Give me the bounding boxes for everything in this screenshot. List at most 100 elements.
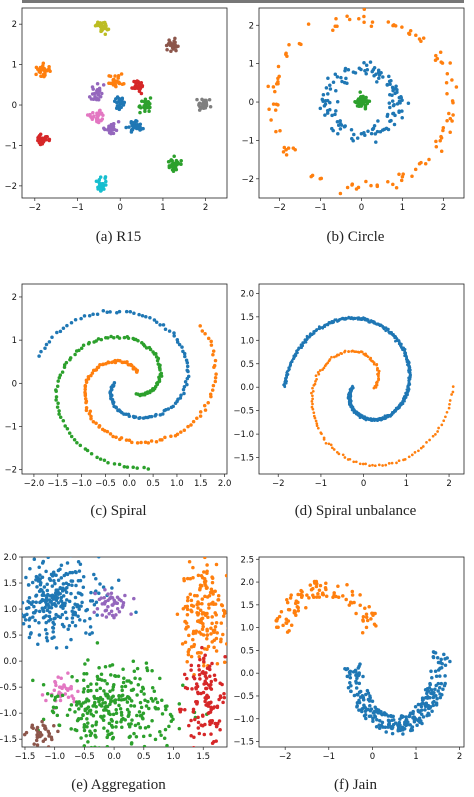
data-point bbox=[90, 631, 94, 635]
data-point bbox=[115, 601, 120, 606]
data-point bbox=[356, 350, 360, 354]
data-point bbox=[105, 735, 109, 740]
data-point bbox=[103, 664, 108, 669]
data-point bbox=[22, 601, 25, 605]
data-point bbox=[416, 708, 420, 713]
data-point bbox=[149, 414, 154, 419]
data-point bbox=[34, 574, 39, 579]
data-point bbox=[188, 577, 193, 581]
data-point bbox=[389, 714, 393, 718]
data-point bbox=[303, 338, 307, 341]
data-point bbox=[399, 178, 404, 183]
data-point bbox=[322, 324, 326, 328]
data-point bbox=[41, 723, 45, 727]
data-point bbox=[121, 697, 126, 702]
data-point bbox=[189, 668, 193, 672]
data-point bbox=[141, 734, 146, 739]
data-point bbox=[138, 726, 143, 730]
data-point bbox=[364, 179, 368, 184]
data-point bbox=[390, 718, 394, 722]
data-point bbox=[59, 576, 64, 580]
data-point bbox=[391, 111, 396, 116]
data-point bbox=[191, 637, 195, 642]
data-point bbox=[96, 337, 101, 341]
data-point bbox=[111, 125, 116, 129]
data-point bbox=[115, 311, 119, 315]
data-point bbox=[208, 674, 212, 679]
data-point bbox=[174, 158, 179, 163]
data-point bbox=[40, 561, 45, 565]
data-point bbox=[419, 719, 423, 723]
data-point bbox=[307, 596, 311, 600]
cluster-purple bbox=[92, 588, 136, 620]
data-point bbox=[286, 619, 291, 623]
data-point bbox=[90, 724, 95, 728]
data-point bbox=[151, 699, 155, 703]
data-point bbox=[52, 579, 56, 583]
data-point bbox=[355, 692, 359, 697]
x-tick-label: 2.0 bbox=[218, 479, 232, 489]
data-point bbox=[57, 376, 62, 380]
data-point bbox=[395, 461, 398, 465]
data-point bbox=[216, 594, 221, 598]
data-point bbox=[78, 443, 83, 448]
data-point bbox=[120, 97, 124, 101]
data-point bbox=[58, 415, 63, 419]
data-point bbox=[68, 570, 72, 575]
data-point bbox=[311, 394, 314, 398]
data-point bbox=[163, 727, 168, 732]
y-tick-label: −1.5 bbox=[0, 735, 17, 745]
data-point bbox=[95, 641, 100, 645]
data-point bbox=[269, 118, 273, 122]
data-point bbox=[81, 343, 86, 347]
data-point bbox=[165, 743, 169, 747]
x-tick-label: −0.5 bbox=[95, 479, 116, 489]
data-point bbox=[331, 128, 335, 133]
data-point bbox=[350, 589, 355, 594]
x-tick-label: 1.0 bbox=[167, 752, 181, 762]
data-point bbox=[94, 600, 99, 605]
data-point bbox=[361, 618, 365, 622]
data-point bbox=[91, 420, 96, 424]
data-point bbox=[79, 604, 83, 608]
x-tick-label: −0.5 bbox=[74, 752, 95, 762]
data-point bbox=[80, 592, 84, 597]
data-point bbox=[120, 82, 125, 86]
data-point bbox=[73, 317, 78, 322]
data-point bbox=[108, 712, 112, 717]
data-point bbox=[215, 631, 219, 635]
data-point bbox=[438, 139, 442, 143]
data-point bbox=[334, 109, 338, 113]
data-point bbox=[174, 48, 178, 53]
y-tick-label: 1.5 bbox=[3, 579, 17, 589]
cluster-green bbox=[31, 641, 209, 747]
data-point bbox=[86, 721, 90, 725]
data-point bbox=[115, 607, 120, 611]
data-point bbox=[73, 595, 78, 600]
data-point bbox=[26, 583, 31, 587]
data-point bbox=[216, 598, 221, 602]
data-point bbox=[439, 149, 444, 153]
data-point bbox=[361, 615, 366, 619]
data-point bbox=[431, 691, 435, 695]
data-point bbox=[37, 354, 41, 358]
data-point bbox=[47, 614, 52, 619]
data-point bbox=[371, 719, 375, 723]
data-point bbox=[200, 97, 204, 102]
data-point bbox=[56, 401, 60, 405]
data-point bbox=[153, 697, 158, 701]
data-point bbox=[214, 562, 219, 567]
data-point bbox=[403, 720, 407, 724]
data-point bbox=[101, 585, 106, 589]
data-point bbox=[181, 387, 186, 392]
data-point bbox=[36, 642, 40, 647]
data-point bbox=[336, 595, 341, 599]
data-point bbox=[144, 704, 149, 708]
data-point bbox=[98, 175, 103, 179]
data-point bbox=[357, 16, 361, 21]
data-point bbox=[111, 685, 116, 689]
data-point bbox=[32, 604, 36, 609]
data-point bbox=[34, 609, 38, 613]
cluster-2 bbox=[164, 36, 180, 54]
data-point bbox=[100, 697, 105, 702]
